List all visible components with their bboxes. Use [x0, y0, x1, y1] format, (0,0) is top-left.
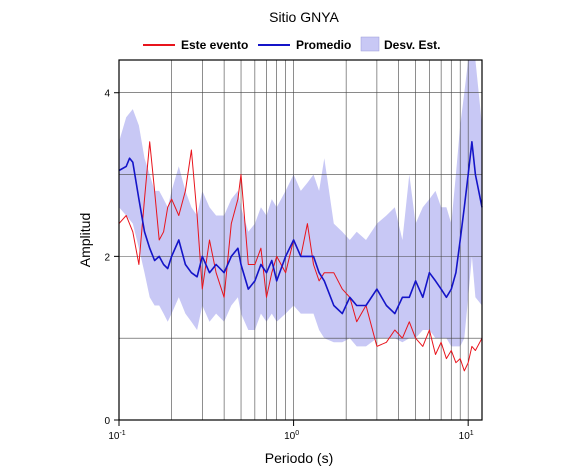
legend-label-promedio: Promedio — [296, 38, 351, 52]
y-tick-label: 2 — [104, 252, 110, 263]
x-axis-title: Periodo (s) — [265, 450, 333, 466]
chart-title: Sitio GNYA — [269, 9, 339, 25]
plot-area: 0 2 4 10-1 100 101 — [104, 59, 483, 442]
legend-swatch-desv-est — [360, 36, 380, 52]
legend: Este evento Promedio Desv. Est. — [143, 36, 440, 52]
y-tick-label: 4 — [104, 89, 110, 100]
x-tick-label: 10-1 — [108, 430, 125, 442]
plot-frame — [118, 59, 483, 421]
legend-label-este-evento: Este evento — [181, 38, 248, 52]
legend-label-desv-est: Desv. Est. — [384, 38, 440, 52]
x-tick-label: 101 — [459, 430, 474, 442]
y-axis-title: Amplitud — [77, 213, 93, 267]
x-tick-label: 100 — [284, 430, 299, 442]
y-tick-label: 0 — [104, 416, 110, 427]
std-dev-band — [119, 60, 482, 347]
series-promedio-line — [118, 141, 483, 315]
